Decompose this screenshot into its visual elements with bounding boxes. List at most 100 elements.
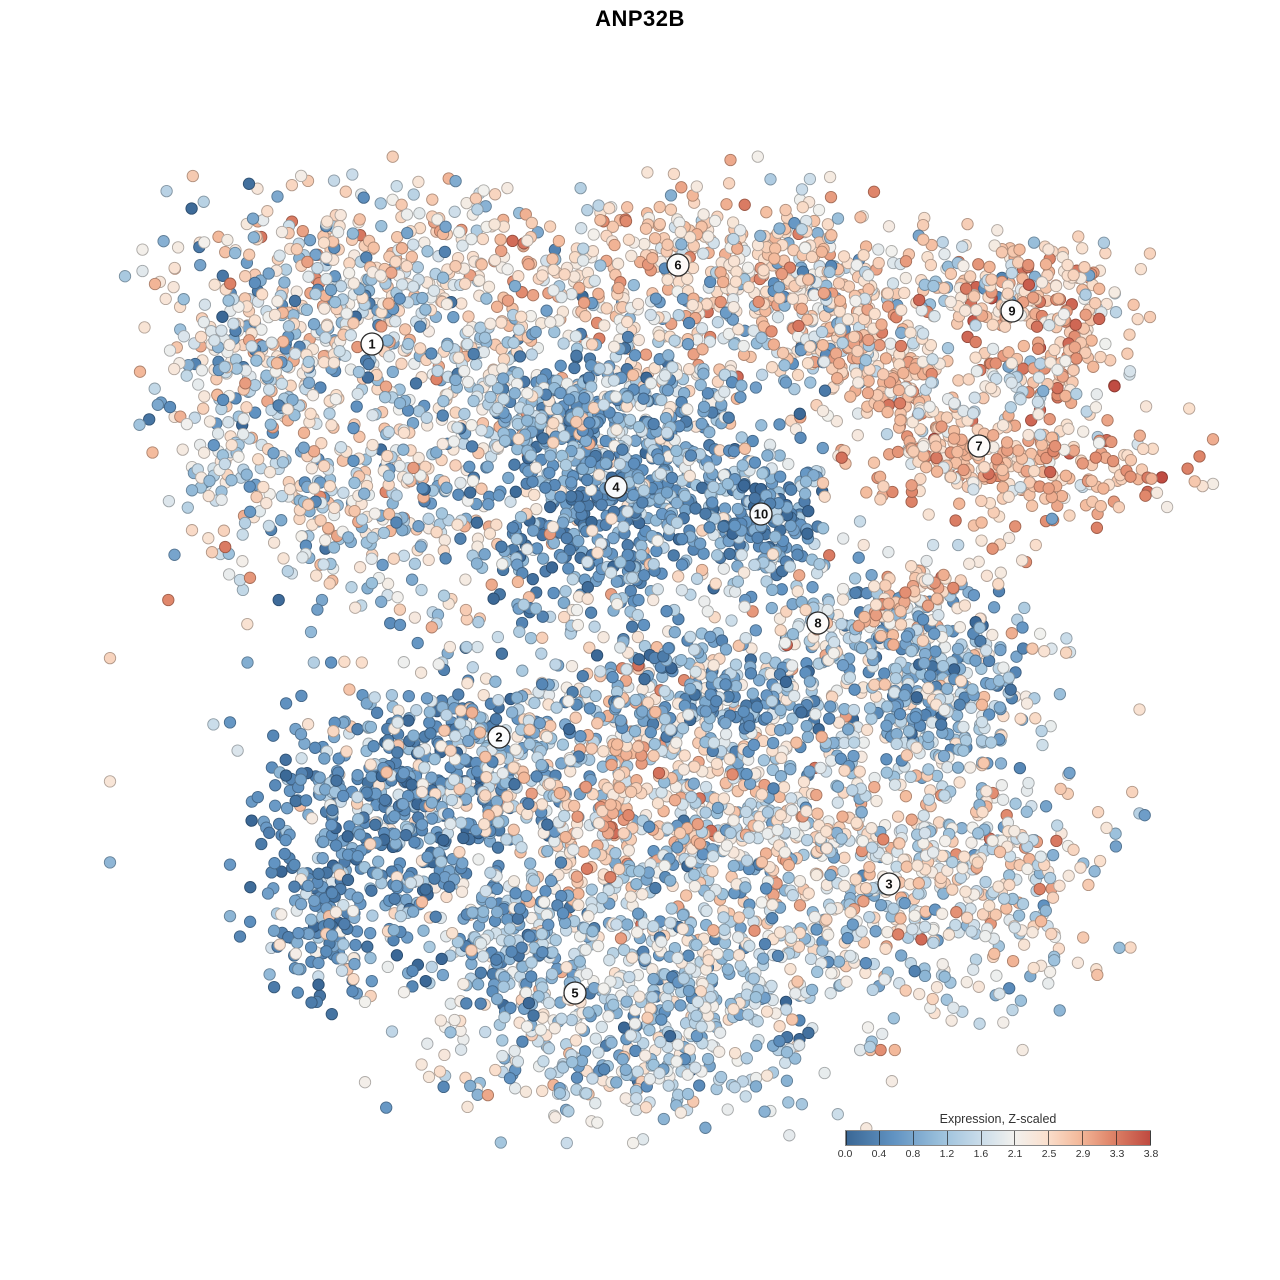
- cell-point: [1016, 621, 1029, 634]
- cell-point: [194, 330, 208, 344]
- cell-point: [470, 516, 484, 529]
- cell-point: [570, 415, 583, 429]
- cell-point: [569, 330, 583, 343]
- cell-point: [558, 268, 571, 281]
- cell-point: [709, 577, 722, 590]
- cell-point: [1067, 268, 1080, 282]
- cell-point: [859, 354, 872, 367]
- cell-point: [451, 518, 464, 531]
- cell-point: [407, 461, 420, 475]
- cell-point: [414, 666, 428, 679]
- cell-point: [490, 300, 504, 313]
- cell-point: [607, 531, 620, 545]
- cell-point: [275, 225, 289, 239]
- cell-point: [325, 418, 338, 432]
- cell-point: [448, 205, 461, 218]
- cell-point: [138, 321, 151, 334]
- cell-point: [399, 323, 412, 336]
- cell-point: [481, 460, 494, 473]
- cell-point: [346, 227, 360, 240]
- cell-point: [263, 968, 276, 981]
- cell-point: [803, 172, 817, 186]
- cell-point: [385, 266, 398, 279]
- cell-point: [986, 342, 1000, 356]
- cell-point: [653, 217, 666, 231]
- cell-point: [299, 794, 313, 807]
- cell-point: [374, 197, 387, 210]
- cell-point: [377, 526, 391, 540]
- cell-point: [358, 487, 371, 500]
- cell-point: [302, 927, 315, 941]
- cell-point: [930, 465, 944, 478]
- cell-point: [294, 169, 308, 183]
- cell-point: [401, 472, 415, 485]
- cell-point: [346, 904, 360, 918]
- cell-point: [1077, 425, 1090, 438]
- cell-point: [338, 655, 351, 668]
- cell-point: [509, 743, 522, 756]
- cell-point: [667, 167, 681, 181]
- cell-point: [690, 572, 704, 585]
- cell-point: [397, 443, 410, 456]
- cell-point: [236, 528, 249, 541]
- cell-point: [540, 304, 553, 317]
- cell-point: [882, 220, 896, 233]
- cell-point: [311, 603, 324, 616]
- cell-point: [736, 459, 749, 472]
- cell-point: [894, 605, 907, 618]
- cell-point: [937, 282, 951, 295]
- cell-point: [1043, 413, 1056, 426]
- cell-point: [765, 601, 778, 615]
- cell-point: [1131, 312, 1144, 326]
- cell-point: [1108, 380, 1121, 393]
- cell-point: [289, 347, 302, 360]
- cell-point: [231, 744, 244, 757]
- cell-point: [986, 318, 999, 331]
- cell-point: [714, 295, 727, 309]
- cell-point: [1092, 436, 1106, 450]
- cell-point: [185, 524, 199, 537]
- cell-point: [185, 202, 198, 215]
- cell-point: [923, 400, 936, 413]
- cell-point: [389, 315, 402, 328]
- cell-point: [583, 416, 596, 429]
- cell-point: [773, 418, 786, 431]
- cell-point: [194, 258, 207, 272]
- cell-point: [565, 476, 578, 489]
- cell-point: [949, 514, 962, 527]
- cell-point: [431, 364, 444, 378]
- cell-point: [477, 184, 490, 197]
- cell-point: [703, 335, 717, 348]
- cell-point: [407, 280, 420, 293]
- cell-point: [346, 985, 359, 998]
- cell-point: [177, 330, 191, 343]
- cell-point: [411, 261, 424, 274]
- cell-point: [1079, 288, 1092, 301]
- cell-point: [325, 1007, 338, 1021]
- cell-point: [282, 320, 296, 333]
- cell-point: [501, 294, 515, 307]
- cell-point: [337, 486, 350, 499]
- cell-point: [319, 534, 332, 547]
- cell-point: [449, 373, 462, 387]
- cell-point: [512, 323, 525, 336]
- cell-point: [333, 345, 346, 358]
- cell-point: [281, 403, 294, 416]
- cell-point: [185, 484, 199, 497]
- cell-point: [1070, 387, 1083, 401]
- cell-point: [513, 350, 527, 363]
- cell-point: [1134, 262, 1148, 276]
- cell-point: [646, 252, 659, 265]
- cell-point: [967, 407, 980, 420]
- cell-point: [453, 225, 466, 239]
- cell-point: [831, 212, 845, 225]
- cell-point: [452, 351, 465, 364]
- cell-point: [1026, 642, 1039, 655]
- cell-point: [327, 356, 341, 369]
- cell-point: [508, 279, 522, 293]
- cell-point: [292, 926, 305, 940]
- cell-point: [795, 183, 809, 196]
- cell-point: [242, 177, 256, 190]
- cell-point: [148, 382, 161, 395]
- cell-point: [466, 474, 480, 488]
